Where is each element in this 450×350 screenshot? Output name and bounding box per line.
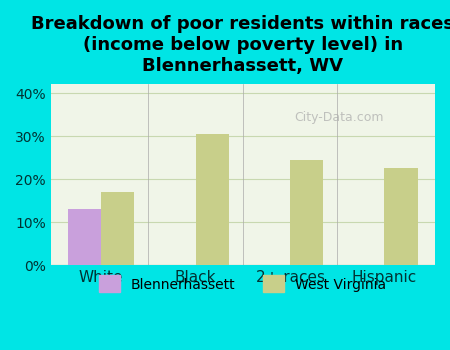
Bar (196, 134, 229, 265)
Title: Breakdown of poor residents within races
(income below poverty level) in
Blenner: Breakdown of poor residents within races… (32, 15, 450, 75)
Bar (68, 209, 101, 265)
Bar (384, 168, 418, 265)
Text: City-Data.com: City-Data.com (294, 111, 384, 124)
Legend: Blennerhassett, West Virginia: Blennerhassett, West Virginia (94, 270, 392, 298)
Bar (290, 160, 323, 265)
Bar (101, 192, 134, 265)
